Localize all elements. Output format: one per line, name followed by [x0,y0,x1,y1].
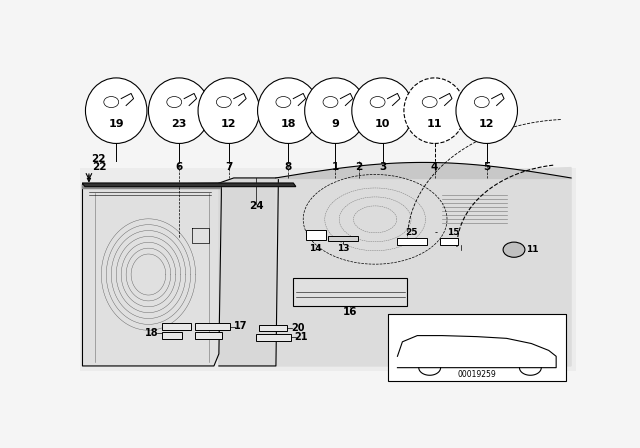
Bar [259,324,287,332]
Polygon shape [83,183,221,366]
Text: 11: 11 [527,245,539,254]
Ellipse shape [86,78,147,143]
Bar [293,278,408,306]
Ellipse shape [257,78,319,143]
Text: 18: 18 [145,328,158,338]
Bar [256,334,291,341]
Text: 19: 19 [108,120,124,129]
Bar [440,237,458,245]
Text: 6: 6 [175,163,183,172]
Bar [195,332,222,340]
Ellipse shape [370,96,385,108]
Text: 14: 14 [309,244,322,253]
Text: 4: 4 [431,163,438,172]
Text: 12: 12 [479,120,495,129]
Ellipse shape [167,96,182,108]
Ellipse shape [422,96,437,108]
Bar [306,230,326,240]
Text: 7: 7 [225,163,232,172]
Polygon shape [219,178,278,366]
Ellipse shape [276,96,291,108]
Circle shape [503,242,525,257]
Ellipse shape [216,96,231,108]
Text: 10: 10 [375,120,390,129]
Text: 12: 12 [221,120,237,129]
Polygon shape [276,168,571,366]
Text: 1: 1 [332,163,339,172]
Text: 24: 24 [249,201,263,211]
Polygon shape [397,336,556,368]
Text: 16: 16 [343,307,358,317]
Text: 8: 8 [285,163,292,172]
Text: 20: 20 [291,323,304,333]
Text: 23: 23 [172,120,187,129]
Ellipse shape [404,78,465,143]
Bar [162,332,182,340]
Bar [80,168,576,371]
Text: 00019259: 00019259 [458,370,496,379]
Text: -: - [435,228,438,237]
Ellipse shape [456,78,518,143]
Ellipse shape [474,96,489,108]
Text: 5: 5 [483,163,490,172]
Text: 11: 11 [427,120,442,129]
Bar [162,323,191,331]
Ellipse shape [352,78,413,143]
Bar [388,314,566,382]
Text: 9: 9 [332,120,339,129]
Text: 22: 22 [93,163,107,172]
Polygon shape [328,236,358,241]
Bar [195,323,230,331]
Text: 21: 21 [294,332,308,342]
Bar [397,237,428,245]
Text: 3: 3 [379,163,386,172]
Text: 15: 15 [447,228,460,237]
Text: 18: 18 [280,120,296,129]
Polygon shape [83,183,296,186]
Ellipse shape [323,96,338,108]
Ellipse shape [148,78,210,143]
Text: 25: 25 [405,228,417,237]
Text: 2: 2 [355,163,362,172]
Ellipse shape [104,96,118,108]
Text: 13: 13 [337,244,349,253]
Text: 22: 22 [91,154,106,164]
Ellipse shape [305,78,366,143]
Text: 17: 17 [234,321,247,331]
Ellipse shape [198,78,260,143]
